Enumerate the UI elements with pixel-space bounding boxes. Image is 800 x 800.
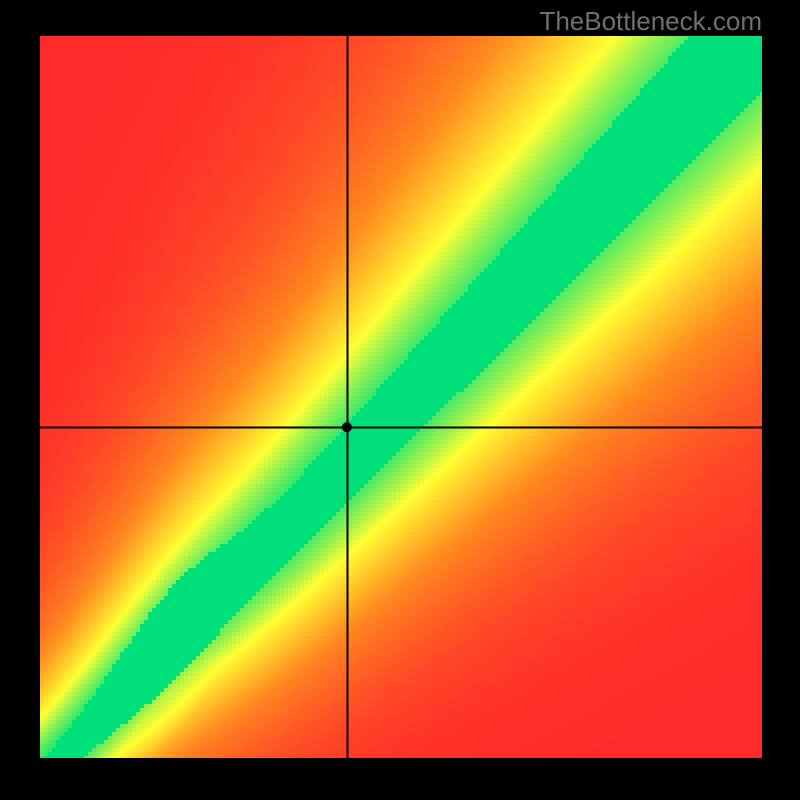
chart-container: TheBottleneck.com <box>0 0 800 800</box>
bottleneck-heatmap <box>0 0 800 800</box>
watermark-text: TheBottleneck.com <box>539 6 762 37</box>
